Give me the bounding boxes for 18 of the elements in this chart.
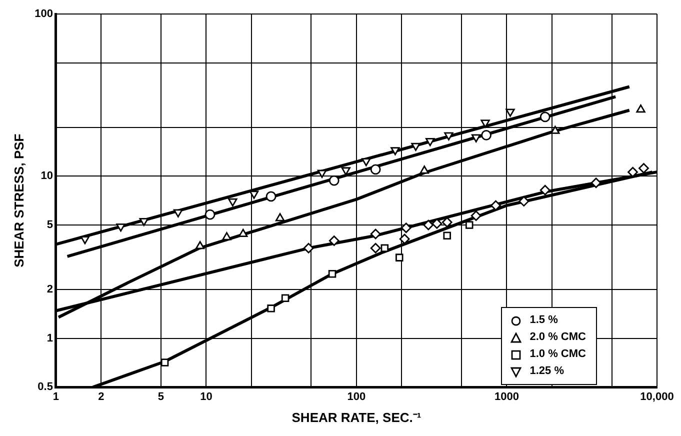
legend-label: 2.0 % CMC xyxy=(530,330,586,346)
y-tick-label: 5 xyxy=(46,219,53,232)
legend-label: 1.0 % CMC xyxy=(530,347,586,362)
legend-label: 1.5 % xyxy=(530,313,558,328)
y-tick-label: 100 xyxy=(34,8,53,20)
x-tick-label: 1000 xyxy=(494,390,519,403)
x-tick-label: 100 xyxy=(347,390,366,403)
y-tick-label: 0.5 xyxy=(38,381,53,394)
y-tick-label: 10 xyxy=(40,170,53,182)
y-tick-label: 1 xyxy=(46,332,53,344)
x-axis-title: SHEAR RATE, SEC.⁻¹ xyxy=(292,410,422,425)
y-tick-label: 2 xyxy=(46,284,53,296)
y-axis-title: SHEAR STRESS, PSF xyxy=(11,134,26,268)
x-tick-label: 2 xyxy=(98,390,104,403)
x-tick-label: 10 xyxy=(200,390,212,403)
x-tick-label: 5 xyxy=(158,390,164,403)
legend-label: 1.25 % xyxy=(530,364,564,380)
x-tick-label: 10,000 xyxy=(640,390,674,403)
